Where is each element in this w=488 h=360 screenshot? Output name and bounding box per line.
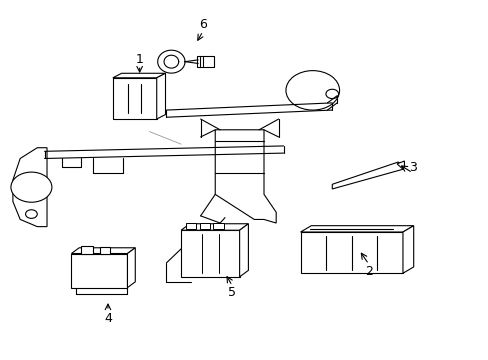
Polygon shape xyxy=(181,224,248,230)
Bar xyxy=(199,223,209,229)
Bar xyxy=(185,223,196,229)
Text: 1: 1 xyxy=(136,53,143,66)
Polygon shape xyxy=(300,232,402,273)
Bar xyxy=(81,246,93,253)
Polygon shape xyxy=(181,230,239,277)
Polygon shape xyxy=(331,162,402,189)
Polygon shape xyxy=(215,130,276,223)
Text: 5: 5 xyxy=(228,287,236,300)
Polygon shape xyxy=(113,78,157,119)
Bar xyxy=(100,247,110,253)
Polygon shape xyxy=(300,226,413,232)
Polygon shape xyxy=(71,248,135,253)
Circle shape xyxy=(285,71,339,110)
Polygon shape xyxy=(71,253,127,288)
Text: 2: 2 xyxy=(364,265,372,278)
Bar xyxy=(213,223,223,229)
Polygon shape xyxy=(239,224,248,277)
Text: 4: 4 xyxy=(104,311,112,325)
Circle shape xyxy=(325,89,338,99)
Text: 3: 3 xyxy=(408,161,416,174)
Polygon shape xyxy=(396,161,404,169)
Circle shape xyxy=(25,210,37,219)
Polygon shape xyxy=(157,73,165,119)
Circle shape xyxy=(11,172,52,202)
Text: 6: 6 xyxy=(199,18,206,31)
Polygon shape xyxy=(13,148,47,226)
Polygon shape xyxy=(113,73,165,78)
Polygon shape xyxy=(402,226,413,273)
Bar xyxy=(197,56,214,67)
Polygon shape xyxy=(127,248,135,288)
